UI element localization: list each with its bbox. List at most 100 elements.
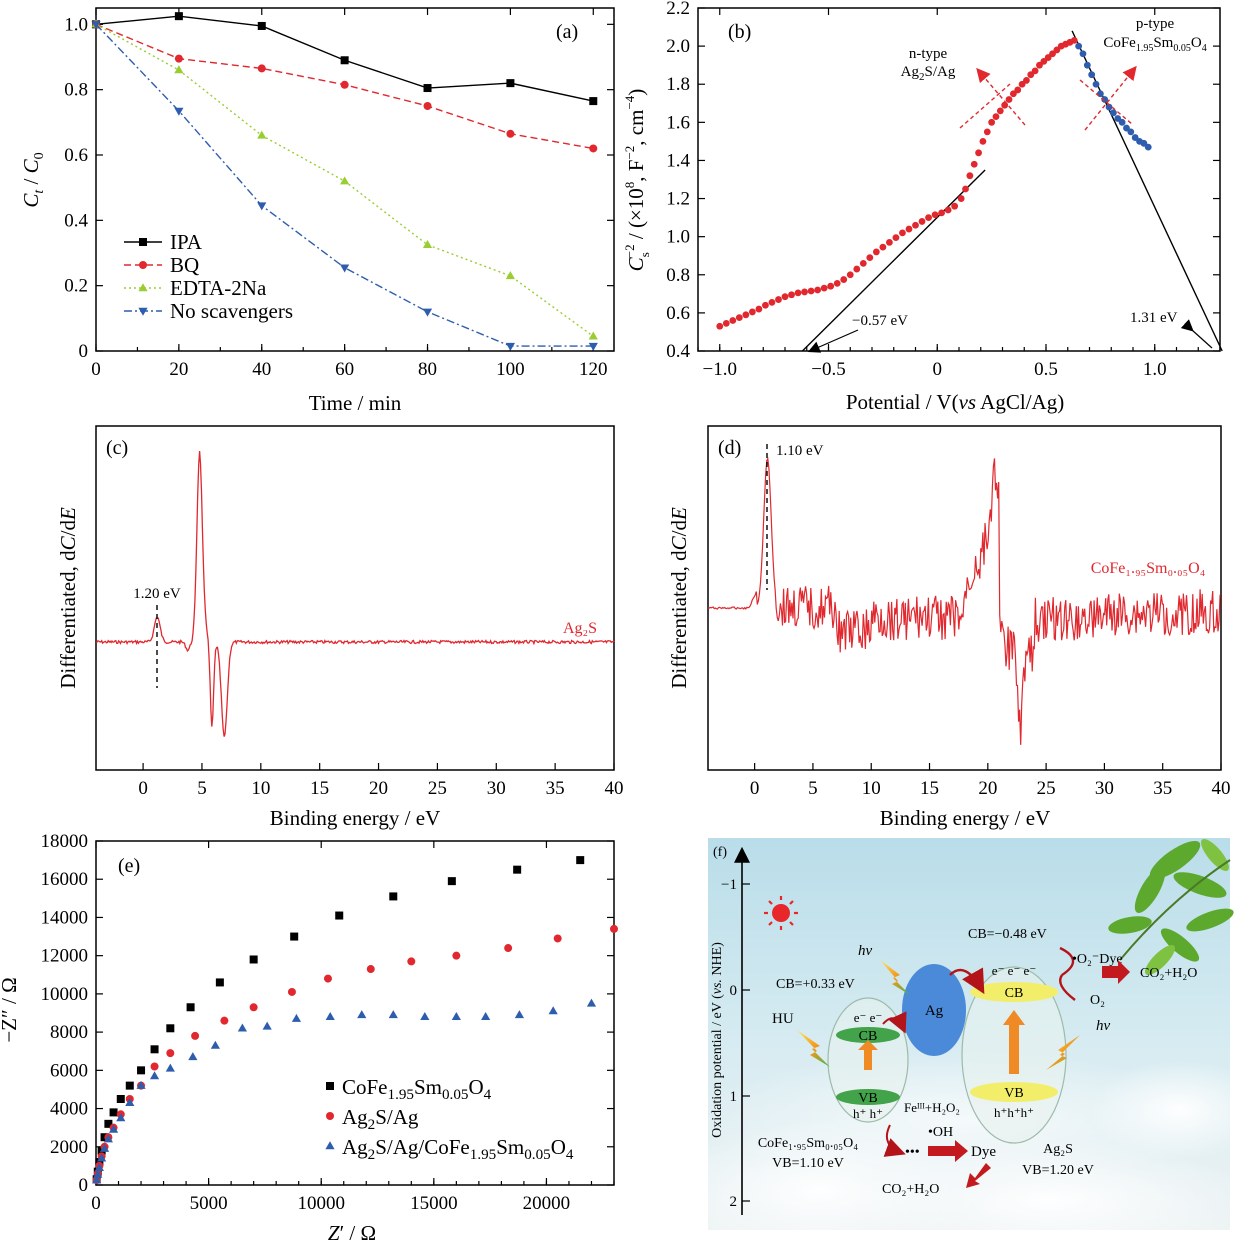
b-series-0-point-7 bbox=[762, 301, 769, 309]
n-type-label-1: n-type bbox=[909, 46, 948, 62]
cofe-excitation-arrow bbox=[864, 1048, 872, 1070]
ag2s-cb-label: CB bbox=[1005, 986, 1024, 1001]
e-legend-marker-1 bbox=[326, 1112, 334, 1120]
b-series-0-point-39 bbox=[966, 172, 974, 180]
b-ytick-label-3: 1.0 bbox=[666, 227, 690, 248]
c-xtick-label-4: 20 bbox=[369, 778, 388, 799]
a-series-3-point-5 bbox=[505, 342, 515, 351]
e-ytick-label-9: 18000 bbox=[41, 831, 89, 852]
e-series-2-point-14 bbox=[237, 1023, 247, 1032]
e-series-1-point-12 bbox=[191, 1031, 200, 1040]
c-xtick-label-8: 40 bbox=[605, 778, 624, 799]
b-series-0-point-29 bbox=[905, 225, 913, 233]
b-series-0-point-46 bbox=[996, 107, 1004, 115]
ag2s-vb-label: VB bbox=[1004, 1086, 1023, 1101]
panel-f-tag: (f) bbox=[713, 845, 727, 860]
a-ytick-label-1: 0.2 bbox=[64, 276, 88, 297]
b-series-1-point-2 bbox=[1083, 61, 1091, 69]
e-series-1-point-22 bbox=[610, 924, 618, 933]
b-series-0-point-20 bbox=[846, 271, 854, 279]
p-type-dash-arrow-2 bbox=[1079, 79, 1133, 125]
e-series-0-point-18 bbox=[447, 877, 456, 886]
panel-d-ylabel: Differentiated, dC/dE bbox=[667, 507, 691, 689]
b-series-0-point-3 bbox=[735, 314, 743, 322]
a-xtick-label-6: 120 bbox=[579, 359, 608, 380]
b-series-1-point-6 bbox=[1101, 96, 1109, 103]
panel-e-frame bbox=[95, 840, 615, 1186]
e-series-2-point-6 bbox=[108, 1124, 119, 1133]
a-series-3-point-1 bbox=[174, 107, 184, 116]
e-series-0-point-6 bbox=[109, 1108, 118, 1117]
b-series-0-point-24 bbox=[872, 248, 880, 256]
a-xtick-label-0: 0 bbox=[91, 359, 101, 380]
b-series-0-point-8 bbox=[768, 299, 776, 306]
b-series-1-point-1 bbox=[1079, 50, 1087, 58]
b-series-0-point-0 bbox=[716, 322, 724, 330]
panel-e-xlabel: Z′ / Ω bbox=[328, 1221, 376, 1245]
d-xtick-label-6: 30 bbox=[1095, 778, 1114, 799]
c-xtick-label-0: 0 bbox=[138, 778, 148, 799]
e-series-1-point-13 bbox=[220, 1016, 229, 1025]
b-series-0-point-21 bbox=[853, 265, 861, 273]
p-type-dash-arrow-1 bbox=[1084, 65, 1137, 131]
hv-right-label: hν bbox=[1096, 1018, 1111, 1034]
e-legend-marker-2 bbox=[325, 1141, 335, 1150]
e-series-1-point-20 bbox=[504, 944, 513, 953]
d-xtick-label-7: 35 bbox=[1153, 778, 1172, 799]
e-series-2-point-25 bbox=[586, 998, 597, 1007]
b-ytick-label-0: 0.4 bbox=[666, 341, 690, 362]
panel-c-curve bbox=[95, 450, 615, 737]
cb-to-o2-arrow bbox=[1059, 946, 1075, 977]
a-series-2-point-1 bbox=[174, 65, 184, 74]
e-xtick-label-1: 5000 bbox=[190, 1193, 228, 1214]
e-series-0-point-19 bbox=[513, 865, 522, 874]
e-series-2-point-9 bbox=[136, 1080, 146, 1089]
leaves-decoration bbox=[1108, 839, 1234, 975]
e-series-2-point-22 bbox=[481, 1012, 491, 1021]
panel-d-ticks: 0 5 10 15 20 25 30 35 40 bbox=[750, 763, 1231, 799]
c-xtick-label-2: 10 bbox=[251, 778, 270, 799]
panel-d-series-label: CoFe₁.₉₅Sm₀.₀₅O₄ bbox=[1091, 560, 1206, 577]
b-ytick-label-9: 2.2 bbox=[666, 0, 690, 19]
b-series-1-point-16 bbox=[1144, 143, 1152, 151]
b-series-0-point-40 bbox=[970, 160, 978, 168]
a-series-0-point-5 bbox=[506, 79, 515, 88]
d-xtick-label-0: 0 bbox=[750, 778, 760, 799]
a-series-3-point-6 bbox=[588, 342, 598, 351]
e-series-1-point-16 bbox=[323, 974, 332, 983]
e-legend-label-1: Ag2S/Ag bbox=[342, 1105, 419, 1133]
e-xtick-label-2: 10000 bbox=[297, 1193, 345, 1214]
c-xtick-label-1: 5 bbox=[197, 778, 207, 799]
b-series-1-point-7 bbox=[1105, 103, 1113, 111]
e-series-1-point-17 bbox=[366, 965, 375, 974]
a-xtick-label-2: 40 bbox=[252, 359, 271, 380]
e-series-2-point-8 bbox=[125, 1098, 135, 1107]
hv-left-label: hν bbox=[858, 943, 873, 959]
panel-b-series bbox=[716, 36, 1152, 330]
o2-label: O₂ bbox=[1090, 993, 1105, 1008]
b-series-0-point-6 bbox=[755, 305, 763, 313]
e-series-0-point-5 bbox=[104, 1119, 113, 1128]
vb-to-oh-arrow bbox=[883, 1124, 906, 1157]
b-series-0-point-43 bbox=[983, 128, 991, 136]
e-series-0-point-7 bbox=[116, 1095, 125, 1103]
panel-b-ylabel: Cs−2 / (×108, F−2, cm−4) bbox=[622, 89, 652, 272]
e-series-2-point-0 bbox=[92, 1175, 102, 1184]
b-series-0-point-13 bbox=[801, 288, 808, 296]
e-ytick-label-6: 12000 bbox=[41, 946, 89, 967]
ag2s-cb-band bbox=[970, 982, 1058, 1002]
b-series-0-point-30 bbox=[912, 221, 919, 229]
e-series-2-point-21 bbox=[451, 1012, 461, 1021]
panel-c-peak-label: 1.20 eV bbox=[133, 586, 181, 602]
a-legend-marker-3 bbox=[138, 307, 148, 316]
b-series-0-point-32 bbox=[925, 214, 932, 222]
d-xtick-label-1: 5 bbox=[808, 778, 818, 799]
oh-radical-label: •OH bbox=[928, 1125, 953, 1140]
n-intercept-arrow bbox=[807, 329, 859, 353]
ag2s-vb-band bbox=[970, 1082, 1058, 1102]
e-xtick-label-4: 20000 bbox=[523, 1193, 571, 1214]
panel-b-fit-lines bbox=[801, 30, 1223, 352]
panel-e-series bbox=[92, 856, 618, 1185]
b-series-0-point-47 bbox=[1001, 101, 1009, 109]
b-series-0-point-11 bbox=[788, 291, 795, 299]
